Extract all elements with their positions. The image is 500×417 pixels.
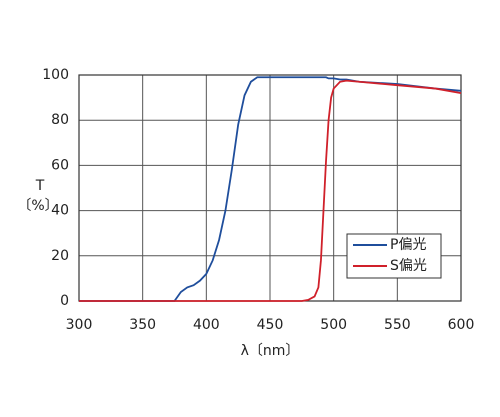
x-tick-label: 550 [384,317,411,333]
x-tick-label: 350 [129,317,156,333]
y-axis-label: 〔%〕 [17,198,58,214]
line-series [79,76,462,302]
y-tick-label: 40 [51,203,69,219]
x-tick-label: 500 [320,317,347,333]
x-tick-label: 300 [66,317,93,333]
y-tick-label: 0 [60,293,69,309]
legend-label: P偏光 [390,237,426,253]
line-series [79,79,462,302]
y-tick-label: 20 [51,248,69,264]
y-tick-label: 60 [51,157,69,173]
legend-label: S偏光 [390,258,427,274]
x-tick-label: 600 [448,317,475,333]
y-axis-label: T [35,178,45,194]
x-tick-label: 450 [257,317,284,333]
x-axis-label: λ〔nm〕 [241,343,300,359]
legend-box [346,233,442,279]
y-tick-label: 80 [51,112,69,128]
x-tick-label: 400 [193,317,220,333]
y-tick-label: 100 [42,67,69,83]
